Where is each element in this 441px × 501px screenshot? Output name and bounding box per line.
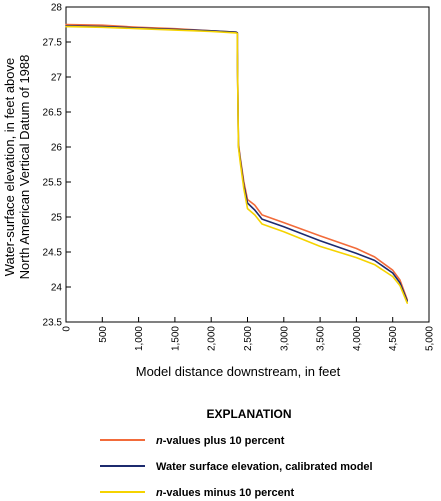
- series-line-calibrated: [65, 25, 409, 302]
- legend-label-plus-text: -values plus 10 percent: [163, 435, 285, 447]
- y-axis-title-line-1: Water-surface elevation, in feet above: [2, 58, 17, 276]
- legend-label-calibrated: Water surface elevation, calibrated mode…: [156, 461, 373, 473]
- x-tick-label: 1,000: [134, 326, 145, 351]
- x-tick-label: 2,500: [243, 326, 254, 351]
- y-tick-label: 24.5: [43, 248, 63, 259]
- y-tick-label: 25: [51, 213, 63, 224]
- y-tick-label: 27.5: [43, 38, 63, 49]
- series-line-minus: [65, 25, 409, 304]
- y-tick-label: 26.5: [43, 108, 63, 119]
- y-tick-label: 24: [51, 283, 63, 294]
- plot-frame: [65, 6, 430, 323]
- legend-title: EXPLANATION: [206, 407, 291, 421]
- x-tick-label: 3,000: [279, 326, 290, 351]
- series-lines: [65, 23, 409, 304]
- y-tick-label: 23.5: [43, 318, 63, 329]
- x-axis: 0 500 1,000 1,500 2,000 2,500 3,000 3,500 4,000 4…: [62, 317, 436, 351]
- x-tick-label: 3,500: [316, 326, 327, 351]
- x-tick-label: 5,000: [425, 326, 436, 351]
- legend-label-minus-italic: n: [156, 487, 163, 499]
- x-axis-title: Model distance downstream, in feet: [136, 364, 341, 379]
- y-axis-title-line-2: North American Vertical Datum of 1988: [17, 55, 32, 280]
- x-tick-label: 4,000: [352, 326, 363, 351]
- x-tick-label: 2,000: [207, 326, 218, 351]
- x-tick-label: 0: [62, 326, 73, 332]
- legend-item-calibrated: Water surface elevation, calibrated mode…: [100, 461, 373, 473]
- y-tick-label: 26: [51, 143, 63, 154]
- y-tick-label: 28: [51, 3, 63, 14]
- y-axis: 23.5 24 24.5 25 25.5 26 26.5 27 27.5 28: [43, 3, 71, 329]
- legend-item-plus: n-values plus 10 percent: [100, 435, 285, 447]
- x-tick-label: 4,500: [388, 326, 399, 351]
- y-tick-label: 25.5: [43, 178, 63, 189]
- legend-label-minus: n-values minus 10 percent: [156, 487, 295, 499]
- legend-item-minus: n-values minus 10 percent: [100, 487, 295, 499]
- y-tick-label: 27: [51, 73, 63, 84]
- x-tick-label: 1,500: [170, 326, 181, 351]
- legend-label-plus-italic: n: [156, 435, 163, 447]
- legend-label-minus-text: -values minus 10 percent: [163, 487, 295, 499]
- legend-label-plus: n-values plus 10 percent: [156, 435, 285, 447]
- x-tick-label: 500: [98, 326, 109, 343]
- series-line-plus: [65, 23, 409, 301]
